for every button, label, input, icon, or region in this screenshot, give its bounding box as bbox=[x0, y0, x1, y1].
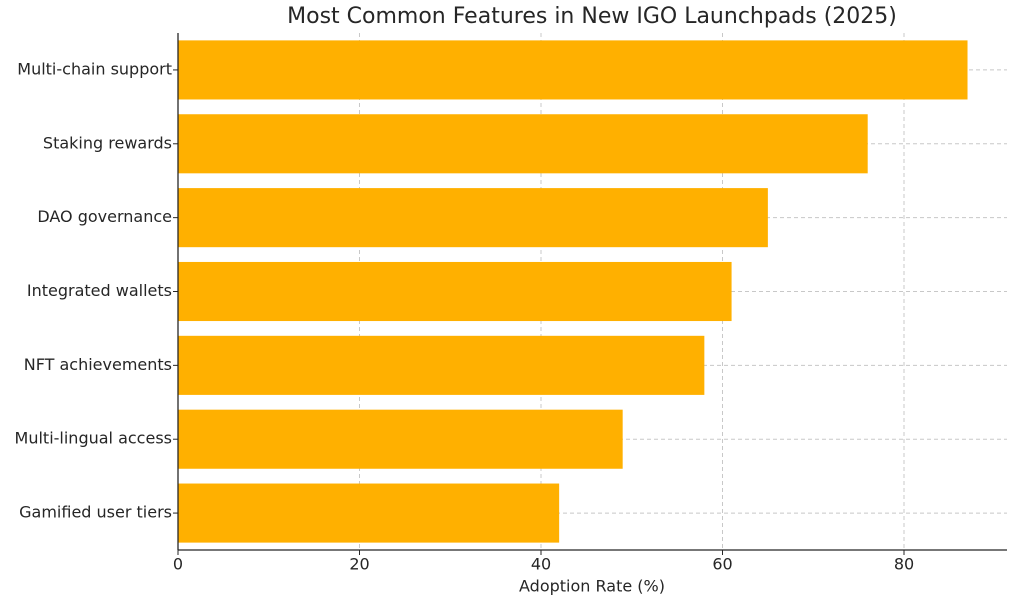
bar bbox=[178, 335, 705, 395]
y-tick-label: Multi-chain support bbox=[17, 59, 172, 78]
bar bbox=[178, 114, 868, 174]
bar bbox=[178, 188, 768, 248]
bar bbox=[178, 261, 732, 322]
y-tick-label: NFT achievements bbox=[24, 355, 172, 374]
bar bbox=[178, 483, 560, 543]
x-tick-label: 60 bbox=[712, 555, 732, 574]
y-tick-label: Gamified user tiers bbox=[19, 503, 172, 522]
x-axis-label: Adoption Rate (%) bbox=[519, 577, 665, 596]
x-tick-label: 80 bbox=[894, 555, 914, 574]
chart-title: Most Common Features in New IGO Launchpa… bbox=[287, 4, 897, 29]
y-tick-label: Integrated wallets bbox=[27, 281, 172, 300]
x-tick-label: 0 bbox=[173, 555, 183, 574]
x-tick-label: 40 bbox=[531, 555, 551, 574]
y-tick-label: Multi-lingual access bbox=[15, 429, 172, 448]
y-tick-label: DAO governance bbox=[37, 207, 172, 226]
x-tick-label: 20 bbox=[349, 555, 369, 574]
bar bbox=[178, 409, 623, 469]
bar bbox=[178, 40, 968, 100]
y-tick-label: Staking rewards bbox=[43, 133, 172, 152]
